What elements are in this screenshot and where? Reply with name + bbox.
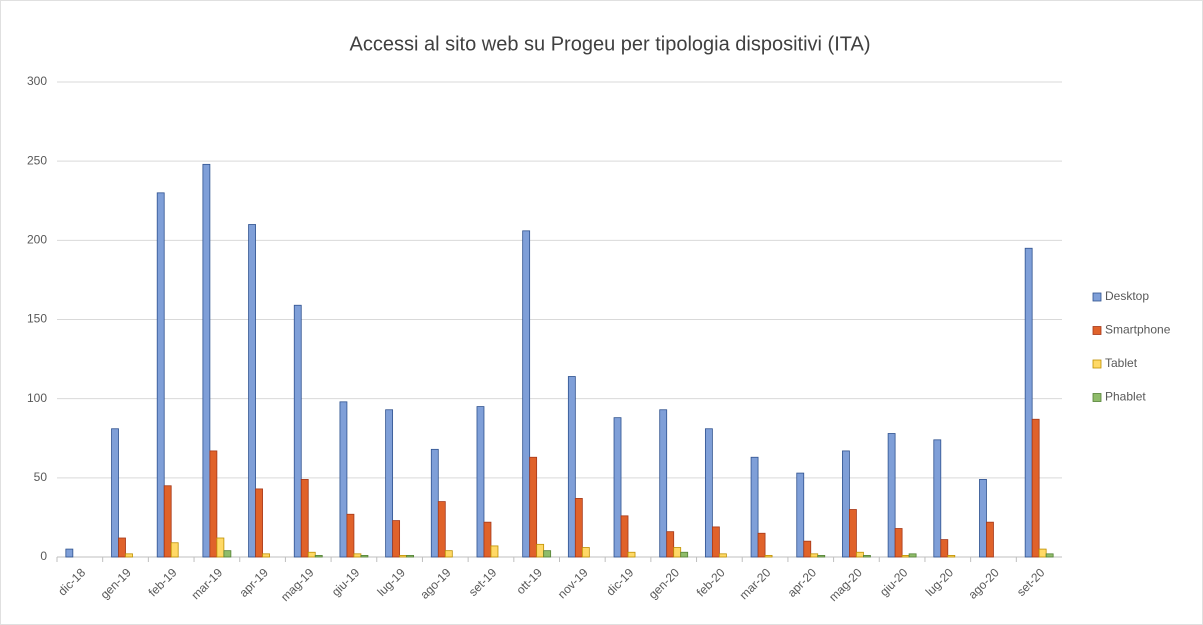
legend-swatch <box>1092 393 1102 402</box>
legend-label: Phablet <box>1105 390 1146 404</box>
bar <box>856 551 864 558</box>
bar <box>536 543 545 558</box>
bar <box>125 553 133 558</box>
bar <box>757 532 766 558</box>
bar <box>842 450 850 558</box>
bar <box>346 513 355 558</box>
bar <box>399 555 408 558</box>
bar <box>1031 418 1040 558</box>
y-tick-label: 100 <box>27 391 47 405</box>
bar <box>574 498 583 558</box>
bar <box>673 547 682 558</box>
bar <box>666 531 675 558</box>
legend-label: Smartphone <box>1105 323 1171 337</box>
bar <box>894 528 903 558</box>
y-tick-label: 50 <box>34 470 48 484</box>
bar <box>627 551 636 558</box>
bar <box>1024 247 1033 558</box>
bar <box>223 550 232 558</box>
y-tick-label: 150 <box>27 312 47 326</box>
bar <box>339 401 348 558</box>
bar <box>803 540 812 558</box>
bar <box>543 550 552 558</box>
bar <box>659 409 668 558</box>
bar <box>385 409 394 558</box>
bar <box>849 509 857 558</box>
bar <box>933 439 942 558</box>
bar <box>1045 553 1054 558</box>
bar <box>1038 548 1047 558</box>
bar <box>887 433 896 558</box>
bar <box>947 555 956 558</box>
y-tick-label: 0 <box>40 549 47 563</box>
bar <box>65 548 74 558</box>
bar <box>476 406 485 558</box>
bar <box>353 553 362 558</box>
bar <box>156 192 165 558</box>
bar <box>750 456 759 558</box>
bar <box>529 456 538 558</box>
bar <box>764 555 773 558</box>
bar <box>522 230 531 558</box>
bar <box>711 526 720 558</box>
bar <box>307 551 316 558</box>
bar <box>392 520 401 558</box>
bar <box>810 553 819 558</box>
bar <box>300 479 309 558</box>
legend-swatch <box>1092 326 1102 335</box>
bar <box>170 542 179 558</box>
bar <box>986 521 994 558</box>
bar <box>216 537 225 558</box>
legend-swatch <box>1092 292 1102 302</box>
bar <box>262 553 270 558</box>
bar <box>430 448 439 558</box>
bar <box>360 555 369 558</box>
bar <box>202 163 211 558</box>
bar <box>483 521 492 558</box>
y-tick-label: 300 <box>27 74 47 88</box>
bar <box>817 555 826 558</box>
chart-title: Accessi al sito web su Progeu per tipolo… <box>350 33 871 55</box>
bar <box>581 547 590 558</box>
bar <box>406 555 415 558</box>
bar <box>444 550 453 558</box>
bar <box>796 472 805 558</box>
bar <box>718 553 727 558</box>
bar <box>979 479 987 558</box>
bar <box>567 376 576 558</box>
bar <box>613 417 622 558</box>
legend-swatch <box>1092 359 1102 369</box>
bar <box>704 428 713 558</box>
bar <box>111 428 119 558</box>
y-tick-label: 250 <box>27 153 47 167</box>
bar <box>490 545 499 558</box>
bar <box>163 485 172 558</box>
bar <box>248 224 256 558</box>
bar <box>908 553 917 558</box>
y-tick-label: 200 <box>27 233 47 247</box>
bar <box>901 555 910 558</box>
bar <box>314 555 323 558</box>
legend-label: Tablet <box>1105 356 1138 370</box>
bar <box>293 304 302 558</box>
bar <box>680 551 689 558</box>
bar <box>863 555 871 558</box>
legend-label: Desktop <box>1105 289 1149 303</box>
bar <box>209 450 218 558</box>
bar <box>255 488 263 558</box>
bar <box>620 515 629 558</box>
bar <box>940 539 949 558</box>
bar <box>118 537 126 558</box>
bar <box>437 501 446 558</box>
